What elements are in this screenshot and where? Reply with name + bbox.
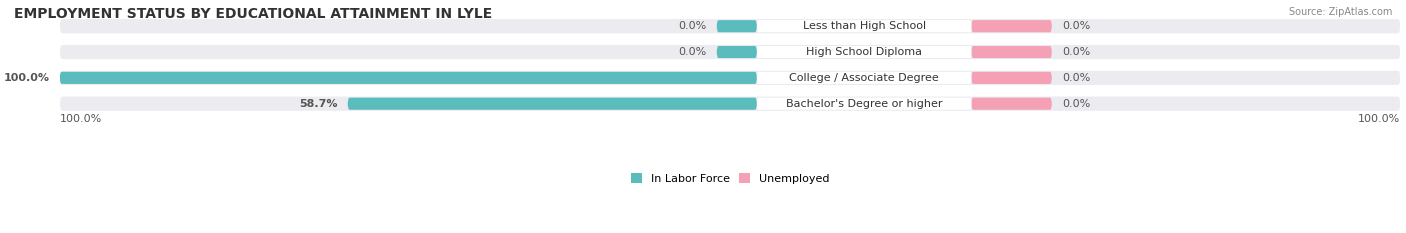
Text: Less than High School: Less than High School — [803, 21, 925, 31]
Text: Source: ZipAtlas.com: Source: ZipAtlas.com — [1288, 7, 1392, 17]
FancyBboxPatch shape — [59, 71, 1400, 85]
FancyBboxPatch shape — [717, 46, 756, 58]
Text: 58.7%: 58.7% — [299, 99, 337, 109]
FancyBboxPatch shape — [59, 97, 1400, 111]
Text: EMPLOYMENT STATUS BY EDUCATIONAL ATTAINMENT IN LYLE: EMPLOYMENT STATUS BY EDUCATIONAL ATTAINM… — [14, 7, 492, 21]
Text: 100.0%: 100.0% — [59, 114, 103, 124]
Text: High School Diploma: High School Diploma — [806, 47, 922, 57]
Legend: In Labor Force, Unemployed: In Labor Force, Unemployed — [627, 169, 834, 188]
Text: 0.0%: 0.0% — [1062, 47, 1090, 57]
FancyBboxPatch shape — [756, 20, 972, 32]
FancyBboxPatch shape — [756, 46, 972, 58]
Text: Bachelor's Degree or higher: Bachelor's Degree or higher — [786, 99, 942, 109]
FancyBboxPatch shape — [756, 72, 972, 84]
Text: 0.0%: 0.0% — [678, 47, 707, 57]
FancyBboxPatch shape — [59, 72, 756, 84]
FancyBboxPatch shape — [59, 19, 1400, 33]
FancyBboxPatch shape — [972, 72, 1052, 84]
Text: 0.0%: 0.0% — [1062, 73, 1090, 83]
Text: 100.0%: 100.0% — [1358, 114, 1400, 124]
Text: College / Associate Degree: College / Associate Degree — [789, 73, 939, 83]
Text: 0.0%: 0.0% — [1062, 99, 1090, 109]
FancyBboxPatch shape — [972, 46, 1052, 58]
Text: 100.0%: 100.0% — [4, 73, 49, 83]
FancyBboxPatch shape — [756, 98, 972, 110]
Text: 0.0%: 0.0% — [678, 21, 707, 31]
FancyBboxPatch shape — [972, 20, 1052, 32]
FancyBboxPatch shape — [59, 45, 1400, 59]
Text: 0.0%: 0.0% — [1062, 21, 1090, 31]
FancyBboxPatch shape — [717, 20, 756, 32]
FancyBboxPatch shape — [972, 98, 1052, 110]
FancyBboxPatch shape — [347, 98, 756, 110]
